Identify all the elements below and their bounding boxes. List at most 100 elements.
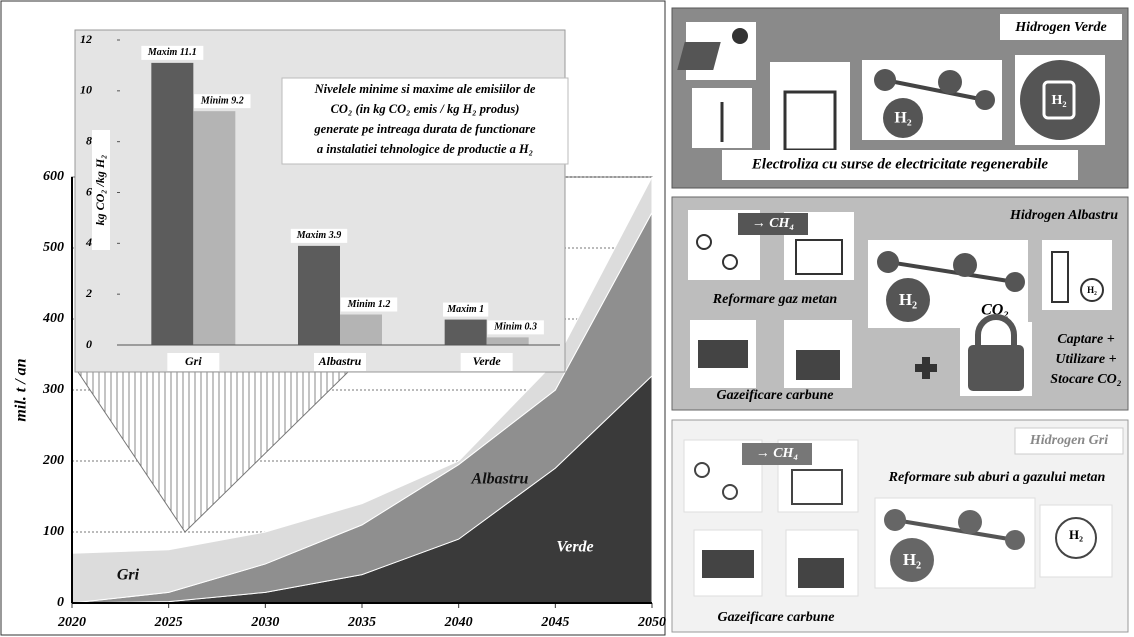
h2-atom — [890, 538, 934, 582]
process-label: Gazeificare carbune — [716, 388, 833, 403]
title-box — [1014, 427, 1124, 455]
area — [71, 176, 653, 604]
value-label-box — [194, 94, 251, 109]
atom — [953, 253, 977, 277]
electrolyzer-icon — [770, 62, 850, 162]
h2-badge — [1080, 278, 1104, 302]
process-label: Reformare gaz metan — [712, 292, 838, 307]
y-tick-label: 500 — [43, 240, 64, 255]
icon-label: H₂ — [894, 110, 911, 127]
h2-atom — [883, 98, 923, 138]
annotation: CO₂ (in kg CO₂ emis / kg H₂ produs) — [331, 102, 520, 116]
value-label-box — [340, 297, 398, 312]
panel-verde: Hidrogen Verde H₂ H₂ Electroliza cu surs… — [671, 7, 1129, 189]
x-tick-label: Verde — [473, 354, 502, 368]
icon-label: H₂ — [899, 290, 917, 309]
lock-shackle — [975, 314, 1017, 345]
value-label: Minim 1.2 — [347, 299, 391, 310]
icon-label: H₂ — [1069, 527, 1083, 542]
y-tick-label: 8 — [86, 133, 92, 147]
furnace — [791, 469, 843, 505]
atom — [938, 70, 962, 94]
panel-caption: Stocare CO₂ — [1050, 372, 1122, 387]
x-tick-label: 2025 — [154, 615, 183, 630]
value-label: Maxim 3.9 — [296, 230, 341, 241]
y-tick-label: 400 — [42, 311, 64, 326]
plant — [798, 558, 844, 588]
atom — [975, 90, 995, 110]
title-box — [1000, 14, 1122, 40]
pump-circle — [1020, 60, 1100, 140]
caption-box — [722, 150, 1078, 180]
value-label-box — [141, 45, 204, 60]
coal-cart — [702, 550, 754, 578]
series-label: Gri — [117, 567, 140, 584]
y-tick-label: 12 — [80, 32, 92, 46]
furnace — [795, 239, 843, 275]
y-label-box — [92, 130, 110, 250]
plant — [796, 350, 840, 380]
y-tick-label: 300 — [42, 382, 64, 397]
solar-panel — [677, 42, 721, 70]
h2-ring — [1055, 517, 1097, 559]
bond — [884, 78, 986, 102]
icon-label: H₂ — [903, 550, 921, 569]
ch4-box — [738, 213, 808, 235]
y-tick-label: 200 — [42, 453, 64, 468]
icon-label: CO₂ — [981, 302, 1009, 319]
bar — [151, 62, 194, 345]
y-tick-label: 0 — [57, 595, 64, 610]
value-label-box — [290, 228, 348, 243]
y-tick-label: 100 — [43, 524, 64, 539]
y-tick-label: 2 — [85, 286, 92, 300]
atom — [874, 69, 896, 91]
coal-cart — [698, 340, 748, 368]
process-label: Gazeificare carbune — [717, 610, 834, 625]
ch4-box — [742, 443, 812, 465]
value-label: Minim 0.3 — [493, 322, 537, 333]
process-label: → CH₄ — [756, 446, 799, 461]
value-label: Maxim 11.1 — [147, 47, 197, 58]
bar — [340, 314, 382, 345]
x-tick-label: 2050 — [637, 615, 666, 630]
atom — [1005, 530, 1025, 550]
series-label: Albastru — [471, 471, 529, 488]
icon-label: H₂ — [1087, 285, 1097, 295]
category-box — [167, 353, 220, 371]
icon-label: H₂ — [1051, 93, 1066, 108]
y-axis-label: kg CO₂ /kg H₂ — [93, 155, 107, 226]
pump — [1042, 80, 1076, 120]
bar — [193, 111, 236, 346]
x-tick-label: Gri — [185, 354, 202, 368]
bond — [887, 260, 1016, 284]
atom — [877, 251, 899, 273]
y-tick-label: 10 — [80, 83, 92, 97]
panel-title: Hidrogen Gri — [1029, 433, 1108, 448]
bar — [486, 337, 529, 345]
process-label: → CH₄ — [752, 216, 795, 231]
valve — [696, 234, 712, 250]
lock — [968, 345, 1024, 391]
valve — [722, 484, 738, 500]
x-tick-label: 2040 — [444, 615, 473, 630]
plus — [915, 357, 937, 379]
panel-albastru: Hidrogen Albastru → CH₄ Reformare gaz me… — [671, 196, 1129, 411]
annotation: Nivelele minime si maxime ale emisiilor … — [314, 82, 536, 96]
series-label: Verde — [556, 539, 593, 556]
atom — [1005, 272, 1025, 292]
x-tick-label: 2030 — [250, 615, 279, 630]
bond — [894, 518, 1016, 542]
x-tick-label: 2045 — [540, 615, 569, 630]
category-box — [460, 353, 513, 371]
x-tick-label: 2020 — [57, 615, 86, 630]
x-tick-label: 2035 — [347, 615, 376, 630]
value-label: Minim 9.2 — [200, 95, 244, 106]
category-box — [314, 353, 366, 371]
value-label-box — [443, 302, 489, 317]
annotation: generate pe intreaga durata de functiona… — [313, 122, 536, 136]
tank — [1051, 251, 1069, 303]
annotation: a instalatiei tehnologice de productie a… — [317, 142, 533, 156]
y-axis-label: mil. t / an — [13, 358, 30, 421]
bar — [444, 319, 487, 345]
